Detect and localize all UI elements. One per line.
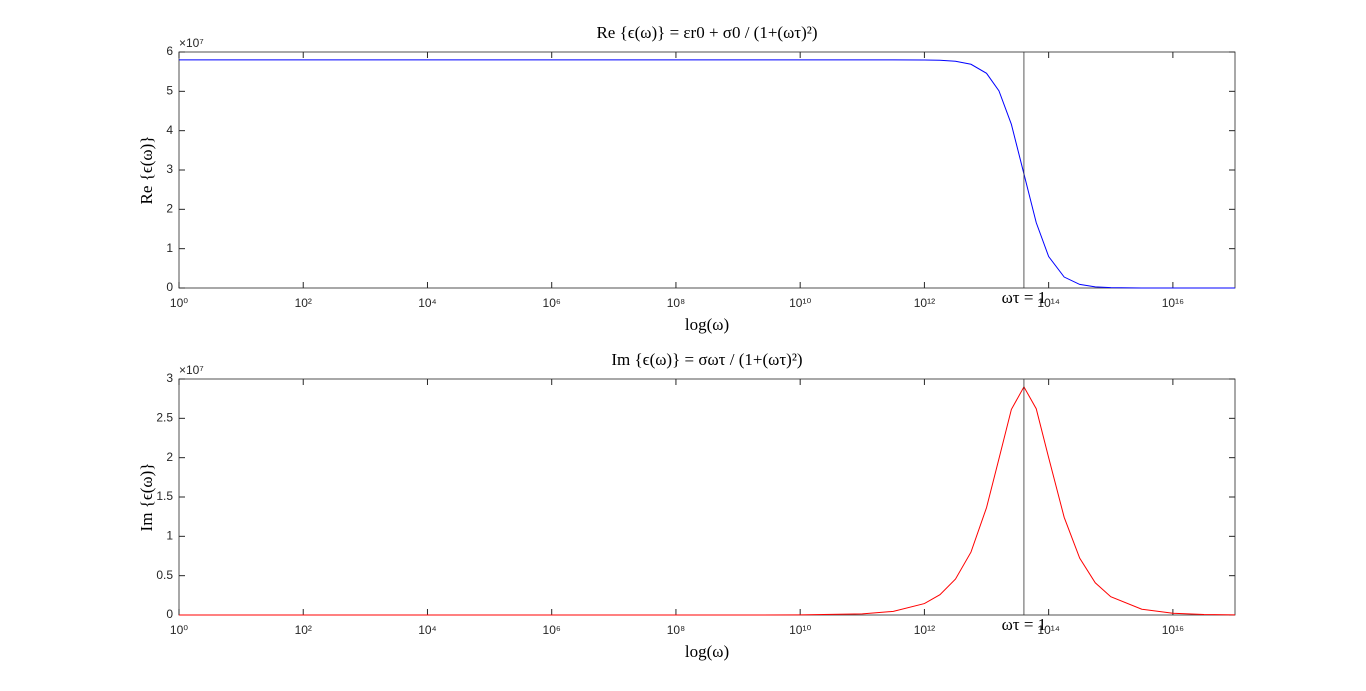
x-tick-label: 10² <box>295 623 312 637</box>
chart-title: Im {ϵ(ω)} = σωτ / (1+(ωτ)²) <box>611 350 802 369</box>
x-tick-label: 10⁰ <box>170 296 188 310</box>
x-axis-label: log(ω) <box>685 642 729 661</box>
data-line <box>179 385 1236 616</box>
x-tick-label: 10¹⁴ <box>1037 623 1060 637</box>
x-tick-label: 10⁸ <box>667 296 685 310</box>
y-tick-label: 3 <box>166 371 173 385</box>
x-tick-label: 10⁶ <box>543 296 561 310</box>
x-tick-label: 10² <box>295 296 312 310</box>
y-tick-label: 1.5 <box>156 489 173 503</box>
y-tick-label: 2.5 <box>156 411 173 425</box>
y-tick-label: 0 <box>166 280 173 294</box>
x-tick-label: 10¹² <box>914 296 935 310</box>
plot-area <box>178 51 1236 289</box>
y-tick-label: 3 <box>166 162 173 176</box>
y-tick-label: 4 <box>166 123 173 137</box>
y-tick-label: 1 <box>166 529 173 543</box>
x-tick-label: 10⁴ <box>418 296 437 310</box>
y-tick-label: 2 <box>166 450 173 464</box>
annotation: ωτ = 1 <box>1002 288 1047 307</box>
x-tick-label: 10¹⁶ <box>1162 296 1184 310</box>
x-tick-label: 10¹⁰ <box>789 296 811 310</box>
x-tick-label: 10¹⁰ <box>789 623 811 637</box>
x-axis-label: log(ω) <box>685 315 729 334</box>
x-tick-label: 10⁰ <box>170 623 188 637</box>
chart-title: Re {ϵ(ω)} = εr0 + σ0 / (1+(ωτ)²) <box>596 23 817 42</box>
y-exponent: ×10⁷ <box>179 36 204 50</box>
x-tick-label: 10⁶ <box>543 623 561 637</box>
x-tick-label: 10⁴ <box>418 623 437 637</box>
plot-area <box>178 378 1236 616</box>
y-axis-label: Re {ϵ(ω)} <box>137 136 156 205</box>
y-tick-label: 6 <box>166 44 173 58</box>
annotation: ωτ = 1 <box>1002 615 1047 634</box>
y-tick-label: 0.5 <box>156 568 173 582</box>
x-tick-label: 10¹⁴ <box>1037 296 1060 310</box>
y-tick-label: 2 <box>166 202 173 216</box>
data-line <box>179 59 1235 289</box>
y-exponent: ×10⁷ <box>179 363 204 377</box>
y-axis-label: Im {ϵ(ω)} <box>137 463 156 532</box>
x-tick-label: 10¹⁶ <box>1162 623 1184 637</box>
x-tick-label: 10⁸ <box>667 623 685 637</box>
y-tick-label: 5 <box>166 84 173 98</box>
x-tick-label: 10¹² <box>914 623 935 637</box>
y-tick-label: 1 <box>166 241 173 255</box>
y-tick-label: 0 <box>166 607 173 621</box>
